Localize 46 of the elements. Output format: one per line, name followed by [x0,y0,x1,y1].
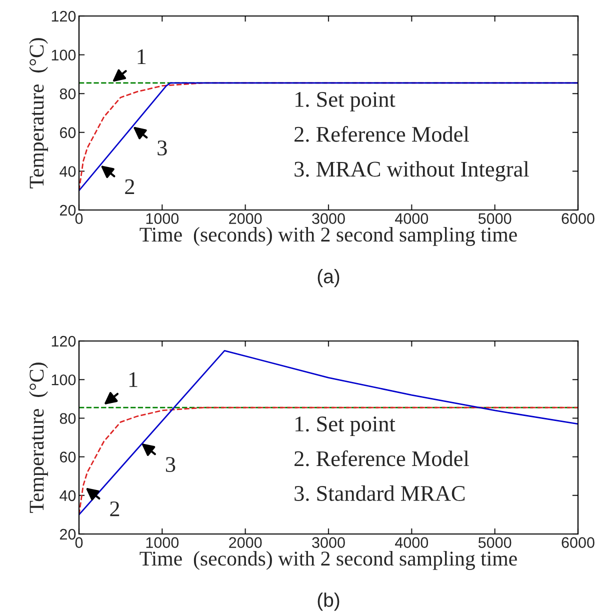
y-tick-label: 60 [60,452,76,462]
y-tick-label: 20 [60,528,76,540]
x-axis-title: Time (seconds) with 2 second sampling time [140,227,517,246]
y-axis-title: Temperature (°C) [29,38,48,188]
y-tick-label: 80 [60,413,76,424]
x-tick-label: 2000 [229,213,262,224]
y-tick-label: 100 [52,374,76,386]
annotation: 2. Reference Model [294,126,469,142]
line-series [79,350,578,516]
x-tick-label: 1000 [146,213,179,224]
text: (b) [318,592,340,611]
line-series [79,406,578,516]
x-tick-label: 5000 [478,537,512,548]
annotation: 3 [166,457,176,472]
y-axis-title: Temperature (°C) [29,362,48,513]
x-tick-label: 6000 [562,213,594,224]
y-tick-label: 80 [60,88,76,100]
x-tick-label: 4000 [395,213,428,224]
y-tick-label: 60 [60,127,76,138]
y-tick-label: 100 [52,50,76,60]
x-tick-label: 6000 [562,537,594,548]
text: (a) [318,269,340,288]
annotation: 3. MRAC without Integral [294,161,529,182]
annotation: 1. Set point [296,92,396,112]
annotation: 2 [125,179,134,194]
y-tick-label: 120 [52,336,76,347]
y-tick-label: 20 [60,204,76,216]
annotation: 1. Set point [296,416,396,436]
annotation: 1 [138,49,146,64]
x-tick-label: 5000 [478,213,512,224]
annotation: 2. Reference Model [294,450,469,466]
annotation: 3 [158,140,167,156]
annotation: 3. Standard MRAC [294,485,465,502]
x-axis-title: Time (seconds) with 2 second sampling time [140,551,517,570]
x-tick-label: 0 [75,213,83,224]
x-tick-label: 2000 [229,537,262,548]
y-tick-label: 40 [60,490,76,502]
x-tick-label: 1000 [146,537,179,548]
y-tick-label: 40 [60,166,76,177]
x-tick-label: 3000 [312,537,345,548]
x-tick-label: 0 [75,537,83,548]
x-tick-label: 4000 [395,537,428,548]
annotation: 2 [110,501,120,516]
y-tick-label: 120 [52,10,76,22]
annotation: 1 [129,372,138,387]
x-tick-label: 3000 [312,213,345,224]
